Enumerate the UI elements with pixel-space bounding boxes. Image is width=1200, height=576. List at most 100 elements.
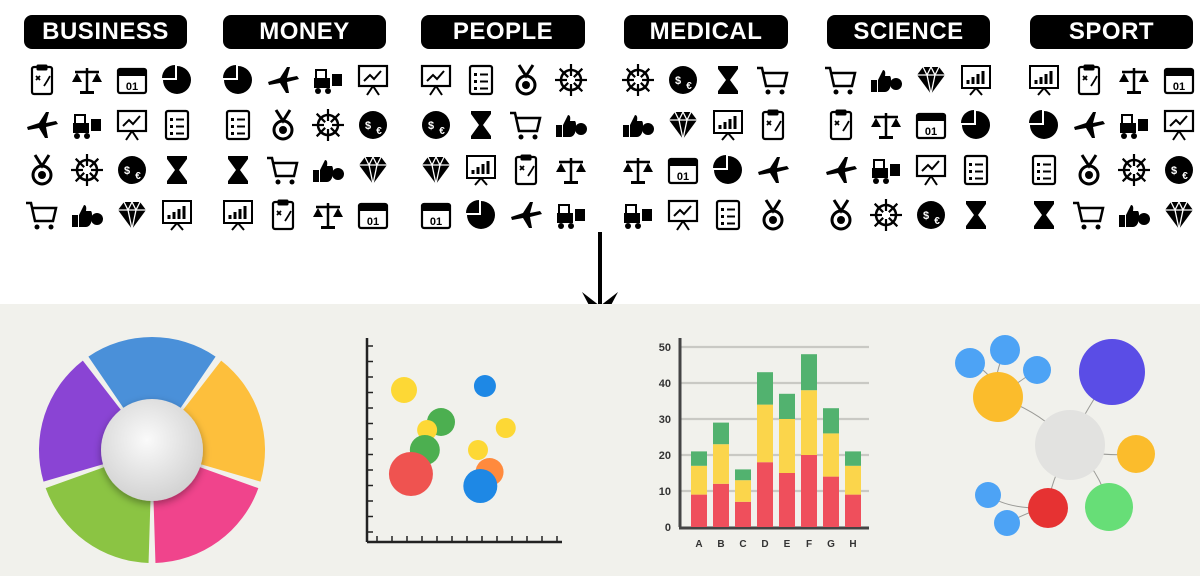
icon-grid-people: $ € 01 xyxy=(418,62,598,242)
target-icon xyxy=(310,62,346,98)
network-node-n1 xyxy=(1079,339,1145,405)
graduation-cap-icon xyxy=(868,62,904,98)
network-node-n3 xyxy=(1117,435,1155,473)
bar-growth-icon: $ € xyxy=(355,107,391,143)
bar-D-series-0 xyxy=(757,462,773,527)
pie-chart-icon xyxy=(159,62,195,98)
stacked-bar-chart: 0 10 20 30 40 50 A B C D E F G H xyxy=(659,338,869,550)
owl-icon: $ € xyxy=(913,197,949,233)
bar-x-tick-label: F xyxy=(806,539,812,550)
svg-text:€: € xyxy=(376,126,382,137)
cash-stack-icon xyxy=(220,152,256,188)
team-icon: 01 xyxy=(418,197,454,233)
hexagon-molecule-icon xyxy=(913,152,949,188)
icon-grid-medical: $ €01 xyxy=(620,62,800,242)
donut-segment-4 xyxy=(38,360,122,482)
bar-G-series-0 xyxy=(823,476,839,527)
bar-y-tick-label: 20 xyxy=(659,450,671,462)
svg-text:€: € xyxy=(1182,171,1188,182)
scatter-point-9 xyxy=(463,469,498,503)
bar-B-series-0 xyxy=(713,483,729,527)
checklist-icon xyxy=(159,107,195,143)
bubble-network-chart xyxy=(955,335,1155,536)
bar-F-series-2 xyxy=(801,354,817,391)
svg-text:01: 01 xyxy=(925,126,937,138)
surgical-tools-icon xyxy=(710,152,746,188)
pills-icon xyxy=(710,62,746,98)
scatter-point-6 xyxy=(468,440,488,460)
scatter-point-1 xyxy=(473,375,496,397)
bar-H-series-2 xyxy=(845,451,861,466)
no-smoking-icon xyxy=(1161,197,1197,233)
donut-center xyxy=(101,399,203,501)
stethoscope-monitor-icon: $ € xyxy=(665,62,701,98)
heart-pills-icon xyxy=(710,107,746,143)
svg-text:$: $ xyxy=(923,210,929,222)
svg-text:01: 01 xyxy=(1173,81,1185,93)
svg-text:$: $ xyxy=(1171,165,1177,177)
yoga-mat-icon xyxy=(1026,197,1062,233)
bar-A-series-2 xyxy=(691,451,707,466)
weightlifter-icon xyxy=(1071,152,1107,188)
icon-section: BUSINESS 01 $ € MONEY $ €01 PEOPLE $ €01 MEDICAL $ €… xyxy=(24,15,1200,242)
bar-x-tick-label: H xyxy=(849,539,856,550)
category-label-people: PEOPLE xyxy=(421,15,585,49)
biceps-icon xyxy=(1116,107,1152,143)
bar-y-tick-label: 0 xyxy=(665,522,671,534)
bar-C-series-0 xyxy=(735,501,751,527)
bar-y-tick-label: 10 xyxy=(659,486,671,498)
bar-G-series-2 xyxy=(823,408,839,434)
svg-text:€: € xyxy=(686,81,692,92)
svg-text:$: $ xyxy=(365,120,371,132)
woman-icon xyxy=(508,197,544,233)
network-node-n6 xyxy=(955,348,985,378)
bar-C-series-1 xyxy=(735,480,751,502)
scatter-chart xyxy=(365,338,562,544)
head-gears-icon: $ € xyxy=(418,107,454,143)
molecule-dots-icon xyxy=(868,152,904,188)
icon-grid-science: 01 $ € xyxy=(823,62,1003,242)
donut-chart xyxy=(38,337,265,563)
calendar-icon: 01 xyxy=(114,62,150,98)
height-arrows-icon: $ € xyxy=(1161,152,1197,188)
dna-icon xyxy=(823,152,859,188)
speaking-person-icon xyxy=(508,62,544,98)
category-label-business: BUSINESS xyxy=(24,15,187,49)
icon-grid-sport: 01 $ € xyxy=(1026,62,1200,242)
bar-H-series-0 xyxy=(845,494,861,527)
euro-coin-icon xyxy=(265,197,301,233)
thumbs-up-money-icon xyxy=(69,197,105,233)
scale-weight-icon xyxy=(710,197,746,233)
svg-text:$: $ xyxy=(428,120,434,132)
medal-icon xyxy=(24,152,60,188)
sprinter-icon xyxy=(1116,152,1152,188)
svg-text:$: $ xyxy=(675,75,681,87)
waist-measure-icon xyxy=(1116,62,1152,98)
dumbbell-icon xyxy=(1071,107,1107,143)
group-icon xyxy=(418,62,454,98)
medical-chat-icon: 01 xyxy=(665,152,701,188)
coin-stack-icon xyxy=(265,152,301,188)
donut-segment-0 xyxy=(88,337,216,409)
iv-drip-icon xyxy=(620,107,656,143)
bar-x-tick-label: E xyxy=(784,539,791,550)
exercise-bike-icon xyxy=(1116,197,1152,233)
category-label-medical: MEDICAL xyxy=(624,15,788,49)
bar-A-series-0 xyxy=(691,494,707,527)
network-node-n8 xyxy=(1023,356,1051,384)
bar-C-series-2 xyxy=(735,469,751,481)
network-node-n7 xyxy=(990,335,1020,365)
scatter-point-0 xyxy=(391,377,417,403)
calculator-money-icon xyxy=(220,197,256,233)
heartbeat-icon xyxy=(665,107,701,143)
airplane-icon xyxy=(24,107,60,143)
bar-E-series-0 xyxy=(779,473,795,527)
credit-card-icon xyxy=(355,152,391,188)
lightbulb-icon xyxy=(823,62,859,98)
reader-icon xyxy=(463,62,499,98)
bar-A-series-1 xyxy=(691,465,707,495)
mortar-pestle-icon xyxy=(755,107,791,143)
network-node-n10 xyxy=(994,510,1020,536)
bar-B-series-1 xyxy=(713,444,729,484)
piggy-bank-icon xyxy=(310,152,346,188)
